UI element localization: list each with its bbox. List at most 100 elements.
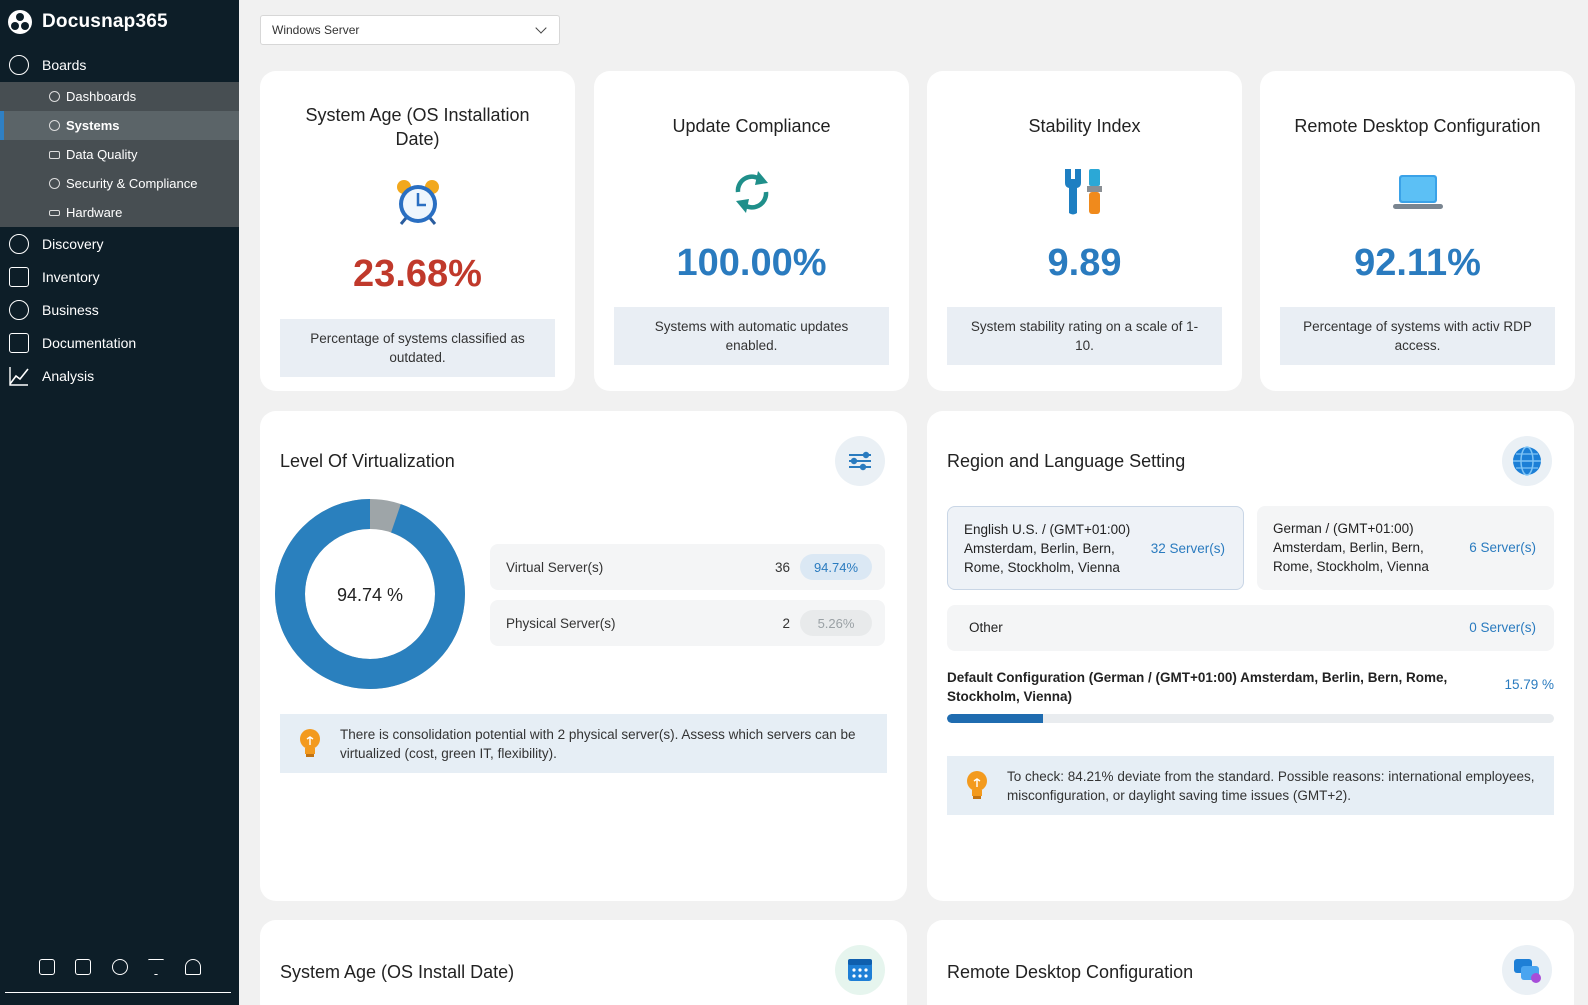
nav-business[interactable]: Business: [0, 295, 239, 325]
virtualization-card: Level Of Virtualization 94.74 % Virtual …: [260, 411, 907, 901]
tip-text: To check: 84.21% deviate from the standa…: [1007, 768, 1535, 803]
alarm-clock-icon: [396, 180, 439, 225]
system-type-select[interactable]: Windows Server: [260, 15, 560, 45]
remote-desktop-button[interactable]: [1502, 945, 1552, 995]
nav-item-label: Discovery: [42, 236, 104, 252]
region-server-count: 32 Server(s): [1150, 541, 1225, 556]
nav-documentation[interactable]: Documentation: [0, 328, 239, 358]
kpi-description: Percentage of systems classified as outd…: [280, 319, 555, 377]
nav-inventory[interactable]: Inventory: [0, 262, 239, 292]
docusnap-logo-icon: [8, 10, 32, 34]
donut-svg: [275, 499, 465, 689]
nav-discovery[interactable]: Discovery: [0, 229, 239, 259]
dashboard-icon: [49, 91, 60, 102]
nav-item-label: Business: [42, 302, 99, 318]
lightbulb-icon: [300, 729, 320, 757]
kpi-title: Remote Desktop Configuration: [1294, 116, 1541, 136]
section-title: System Age (OS Install Date): [280, 962, 515, 982]
row-label: Virtual Server(s): [506, 559, 604, 575]
region-box-other[interactable]: Other 0 Server(s): [947, 605, 1554, 651]
kpi-card-system-age: System Age (OS Installation Date) 23.68%…: [260, 71, 575, 391]
region-line: Amsterdam, Berlin, Bern,: [964, 541, 1115, 556]
gears-icon[interactable]: [111, 959, 128, 975]
row-count: 2: [782, 615, 790, 631]
brand[interactable]: Docusnap365: [8, 8, 168, 36]
region-tip: To check: 84.21% deviate from the standa…: [947, 756, 1554, 815]
sub-item-label: Data Quality: [66, 147, 138, 162]
sub-item-label: Hardware: [66, 205, 123, 220]
virtualization-tip: There is consolidation potential with 2 …: [280, 714, 887, 773]
laptop-icon: [1392, 175, 1443, 209]
settings-sliders-button[interactable]: [835, 436, 885, 486]
sync-icon: [735, 171, 768, 213]
chart-line-icon: [9, 367, 29, 386]
region-line: Rome, Stockholm, Vienna: [1273, 559, 1429, 574]
globe-icon: [9, 234, 29, 254]
kpi-card-stability-index: Stability Index 9.89 System stability ra…: [927, 71, 1242, 391]
calendar-icon: [848, 959, 872, 981]
kpi-value: 23.68%: [353, 253, 482, 295]
database-settings-icon[interactable]: [75, 959, 91, 975]
virtual-servers-row: Virtual Server(s) 36 94.74%: [490, 544, 885, 590]
nav-boards-label: Boards: [42, 57, 87, 73]
chevron-down-icon: [535, 22, 547, 34]
kpi-value: 9.89: [1047, 242, 1122, 284]
tip-text: There is consolidation potential with 2 …: [340, 726, 856, 761]
region-line: English U.S. / (GMT+01:00): [964, 522, 1131, 537]
sub-item-data-quality[interactable]: Data Quality: [0, 140, 239, 169]
sub-item-security-compliance[interactable]: Security & Compliance: [0, 169, 239, 198]
globe-button[interactable]: [1502, 436, 1552, 486]
bell-icon[interactable]: [184, 959, 201, 975]
row-count: 36: [774, 559, 790, 575]
calendar-button[interactable]: [835, 945, 885, 995]
section-title: Remote Desktop Configuration: [947, 962, 1194, 982]
inventory-icon: [9, 267, 29, 287]
nav-item-label: Inventory: [42, 269, 100, 285]
globe-icon: [1513, 446, 1541, 476]
cart-icon[interactable]: [38, 959, 55, 975]
default-config-percent: 15.79 %: [1504, 677, 1554, 692]
region-server-count: 0 Server(s): [1469, 620, 1536, 635]
kpi-card-update-compliance: Update Compliance 100.00% Systems with a…: [594, 71, 909, 391]
business-icon: [9, 300, 29, 320]
filter-icon[interactable]: [148, 959, 164, 975]
kpi-value: 100.00%: [676, 242, 827, 284]
region-line: Amsterdam, Berlin, Bern,: [1273, 540, 1424, 555]
system-type-value: Windows Server: [272, 23, 360, 37]
sub-item-label: Security & Compliance: [66, 176, 198, 191]
nav-item-label: Documentation: [42, 335, 137, 351]
region-other-label: Other: [969, 620, 1003, 635]
row-percent-badge: 5.26%: [800, 610, 872, 636]
region-box-english[interactable]: English U.S. / (GMT+01:00) Amsterdam, Be…: [947, 506, 1244, 590]
sub-item-label: Dashboards: [66, 89, 137, 104]
sidebar: Docusnap365 Boards Dashboards Systems Da…: [0, 0, 239, 1005]
row-percent-badge: 94.74%: [800, 554, 872, 580]
region-line: German / (GMT+01:00): [1273, 521, 1414, 536]
nav-analysis[interactable]: Analysis: [0, 361, 239, 391]
kpi-description: System stability rating on a scale of 1-…: [947, 307, 1222, 365]
boards-submenu: Dashboards Systems Data Quality Security…: [0, 82, 239, 227]
system-age-detail-card: System Age (OS Install Date): [260, 920, 907, 1005]
sub-item-systems[interactable]: Systems: [0, 111, 239, 140]
region-line: Rome, Stockholm, Vienna: [964, 560, 1120, 575]
hardware-icon: [49, 209, 60, 216]
kpi-title: Update Compliance: [672, 116, 831, 136]
region-server-count: 6 Server(s): [1469, 540, 1536, 555]
sub-item-hardware[interactable]: Hardware: [0, 198, 239, 227]
kpi-value: 92.11%: [1354, 242, 1481, 284]
default-config-progress: [947, 714, 1554, 723]
sliders-icon: [849, 451, 871, 471]
progress-fill: [947, 714, 1043, 723]
security-gear-icon: [49, 178, 60, 189]
kpi-title: System Age (OS Installation Date): [305, 105, 530, 149]
sub-item-dashboards[interactable]: Dashboards: [0, 82, 239, 111]
app-name: Docusnap365: [42, 11, 168, 32]
region-box-german[interactable]: German / (GMT+01:00) Amsterdam, Berlin, …: [1257, 506, 1554, 590]
section-title: Level Of Virtualization: [280, 451, 455, 471]
nav-boards[interactable]: Boards: [0, 50, 239, 80]
row-label: Physical Server(s): [506, 615, 616, 631]
kpi-card-remote-desktop: Remote Desktop Configuration 92.11% Perc…: [1260, 71, 1575, 391]
default-config-label: Default Configuration (German / (GMT+01:…: [947, 670, 1448, 704]
remote-desktop-icon: [1514, 959, 1541, 983]
data-quality-icon: [49, 150, 60, 159]
